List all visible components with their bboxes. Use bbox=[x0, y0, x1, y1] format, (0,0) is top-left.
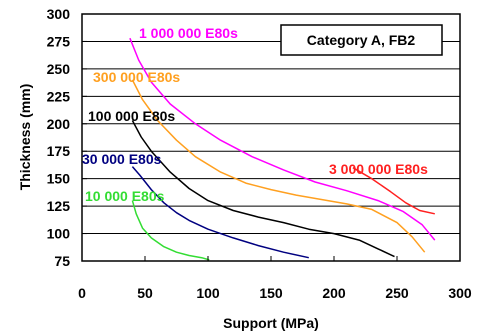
series-label-1: 300 000 E80s bbox=[93, 69, 180, 85]
y-tick-label: 250 bbox=[47, 61, 71, 77]
annotation-text: Category A, FB2 bbox=[307, 32, 416, 48]
series-labels: 1 000 000 E80s 300 000 E80s 100 000 E80s 30… bbox=[82, 25, 428, 204]
y-tick-label: 200 bbox=[47, 116, 71, 132]
series-label-4: 10 000 E80s bbox=[85, 188, 165, 204]
annotation-box: Category A, FB2 bbox=[280, 24, 443, 56]
series-label-2: 100 000 E80s bbox=[88, 108, 175, 124]
y-tick-label: 275 bbox=[47, 33, 71, 49]
series-line-3 bbox=[131, 79, 426, 253]
y-tick-label: 175 bbox=[47, 143, 71, 159]
series-line-2 bbox=[131, 120, 395, 258]
x-tick-label: 50 bbox=[137, 285, 153, 301]
x-tick-label: 200 bbox=[322, 285, 346, 301]
x-tick-label: 150 bbox=[259, 285, 283, 301]
y-tick-label: 75 bbox=[54, 253, 70, 269]
y-tick-label: 150 bbox=[47, 171, 71, 187]
x-tick-label: 250 bbox=[385, 285, 409, 301]
y-axis-ticks: 75 100 125 150 175 200 225 250 275 300 bbox=[47, 6, 87, 269]
y-axis-title: Thickness (mm) bbox=[17, 84, 33, 191]
grid bbox=[82, 40, 460, 235]
y-tick-label: 125 bbox=[47, 198, 71, 214]
series-line-5 bbox=[352, 167, 435, 215]
y-tick-label: 300 bbox=[47, 6, 71, 22]
x-tick-label: 300 bbox=[448, 285, 472, 301]
series-line-4 bbox=[129, 37, 436, 241]
x-axis-ticks: 0 50 100 150 200 250 300 bbox=[78, 256, 472, 301]
series-line-0 bbox=[131, 200, 210, 261]
series-label-5: 3 000 000 E80s bbox=[329, 161, 428, 177]
x-tick-label: 0 bbox=[78, 285, 86, 301]
series-label-0: 1 000 000 E80s bbox=[139, 25, 238, 41]
x-tick-label: 100 bbox=[196, 285, 220, 301]
y-tick-label: 100 bbox=[47, 226, 71, 242]
series-lines bbox=[129, 37, 436, 261]
series-label-3: 30 000 E80s bbox=[82, 151, 162, 167]
x-axis-title: Support (MPa) bbox=[223, 315, 319, 331]
series-line-1 bbox=[131, 166, 309, 259]
y-tick-label: 225 bbox=[47, 88, 71, 104]
